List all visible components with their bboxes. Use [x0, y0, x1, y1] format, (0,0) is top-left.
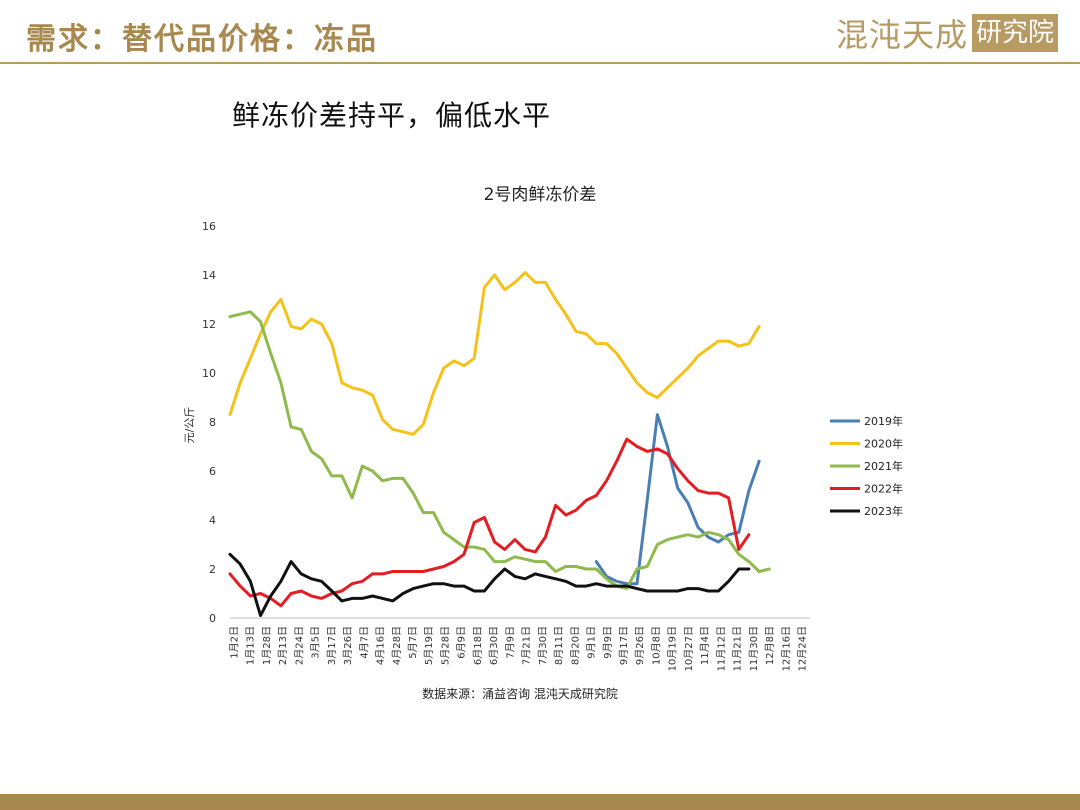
- y-axis-label: 元/公斤: [183, 407, 196, 444]
- legend-label: 2021年: [864, 459, 903, 473]
- x-tick-label: 4月7日: [358, 626, 370, 659]
- x-tick-label: 1月28日: [261, 626, 273, 665]
- chart-title: 2号肉鲜冻价差: [484, 185, 597, 205]
- x-tick-label: 7月30日: [537, 626, 549, 665]
- x-tick-label: 3月17日: [326, 626, 338, 665]
- x-tick-label: 7月21日: [521, 626, 533, 665]
- logo-box-text: 研究院: [971, 14, 1058, 52]
- x-tick-label: 5月28日: [440, 626, 452, 665]
- x-tick-label: 8月11日: [553, 626, 565, 665]
- y-tick-label: 2: [209, 563, 216, 576]
- series-line-3: [228, 437, 751, 608]
- x-tick-label: 2月13日: [277, 626, 289, 665]
- legend-label: 2020年: [864, 437, 903, 451]
- series-line-0: [594, 413, 761, 586]
- logo-text: 混沌天成: [835, 16, 968, 54]
- y-tick-label: 0: [209, 612, 216, 625]
- x-tick-label: 3月26日: [342, 626, 354, 665]
- x-tick-label: 6月30日: [488, 626, 500, 665]
- x-tick-label: 5月19日: [423, 626, 435, 665]
- logo: 混沌天成 研究院: [836, 12, 1058, 54]
- x-tick-label: 11月12日: [715, 626, 727, 671]
- x-tick-label: 12月24日: [797, 626, 809, 671]
- series-line-4: [228, 552, 751, 617]
- x-tick-label: 10月27日: [683, 626, 695, 671]
- x-tick-label: 10月8日: [650, 626, 662, 665]
- x-tick-label: 9月1日: [586, 626, 598, 659]
- legend-label: 2023年: [864, 504, 903, 518]
- x-tick-label: 9月9日: [602, 626, 614, 659]
- x-tick-label: 3月5日: [310, 626, 322, 659]
- x-tick-label: 11月30日: [748, 626, 760, 671]
- y-tick-label: 10: [202, 367, 216, 380]
- x-tick-label: 11月4日: [699, 626, 711, 665]
- x-tick-label: 2月24日: [293, 626, 305, 665]
- page-header: 需求：替代品价格：冻品 混沌天成 研究院: [0, 0, 1080, 66]
- legend-label: 2019年: [864, 414, 903, 428]
- source-note: 数据来源：涌益咨询 混沌天成研究院: [422, 686, 618, 701]
- header-divider: [0, 62, 1080, 64]
- x-tick-label: 10月19日: [667, 626, 679, 671]
- x-tick-label: 1月13日: [245, 626, 257, 665]
- x-tick-label: 6月18日: [472, 626, 484, 665]
- x-tick-label: 9月26日: [634, 626, 646, 665]
- series-line-1: [228, 271, 761, 436]
- y-tick-label: 4: [209, 514, 216, 527]
- x-tick-label: 5月7日: [407, 626, 419, 659]
- x-tick-label: 4月16日: [375, 626, 387, 665]
- y-tick-label: 8: [209, 416, 216, 429]
- footer-bar: [0, 794, 1080, 810]
- legend-label: 2022年: [864, 482, 903, 496]
- x-tick-label: 1月2日: [229, 626, 241, 659]
- y-tick-label: 12: [202, 318, 216, 331]
- x-tick-label: 6月9日: [456, 626, 468, 659]
- series-line-2: [228, 310, 771, 591]
- page-title: 需求：替代品价格：冻品: [26, 22, 378, 57]
- y-tick-label: 14: [202, 269, 216, 282]
- x-tick-label: 7月9日: [504, 626, 516, 659]
- x-tick-label: 11月21日: [732, 626, 744, 671]
- x-tick-label: 4月28日: [391, 626, 403, 665]
- y-tick-label: 16: [202, 220, 216, 233]
- y-tick-label: 6: [209, 465, 216, 478]
- slide-subtitle: 鲜冻价差持平，偏低水平: [232, 99, 552, 132]
- x-tick-label: 9月17日: [618, 626, 630, 665]
- x-tick-label: 12月16日: [780, 626, 792, 671]
- x-tick-label: 12月8日: [764, 626, 776, 665]
- x-tick-label: 8月20日: [569, 626, 581, 665]
